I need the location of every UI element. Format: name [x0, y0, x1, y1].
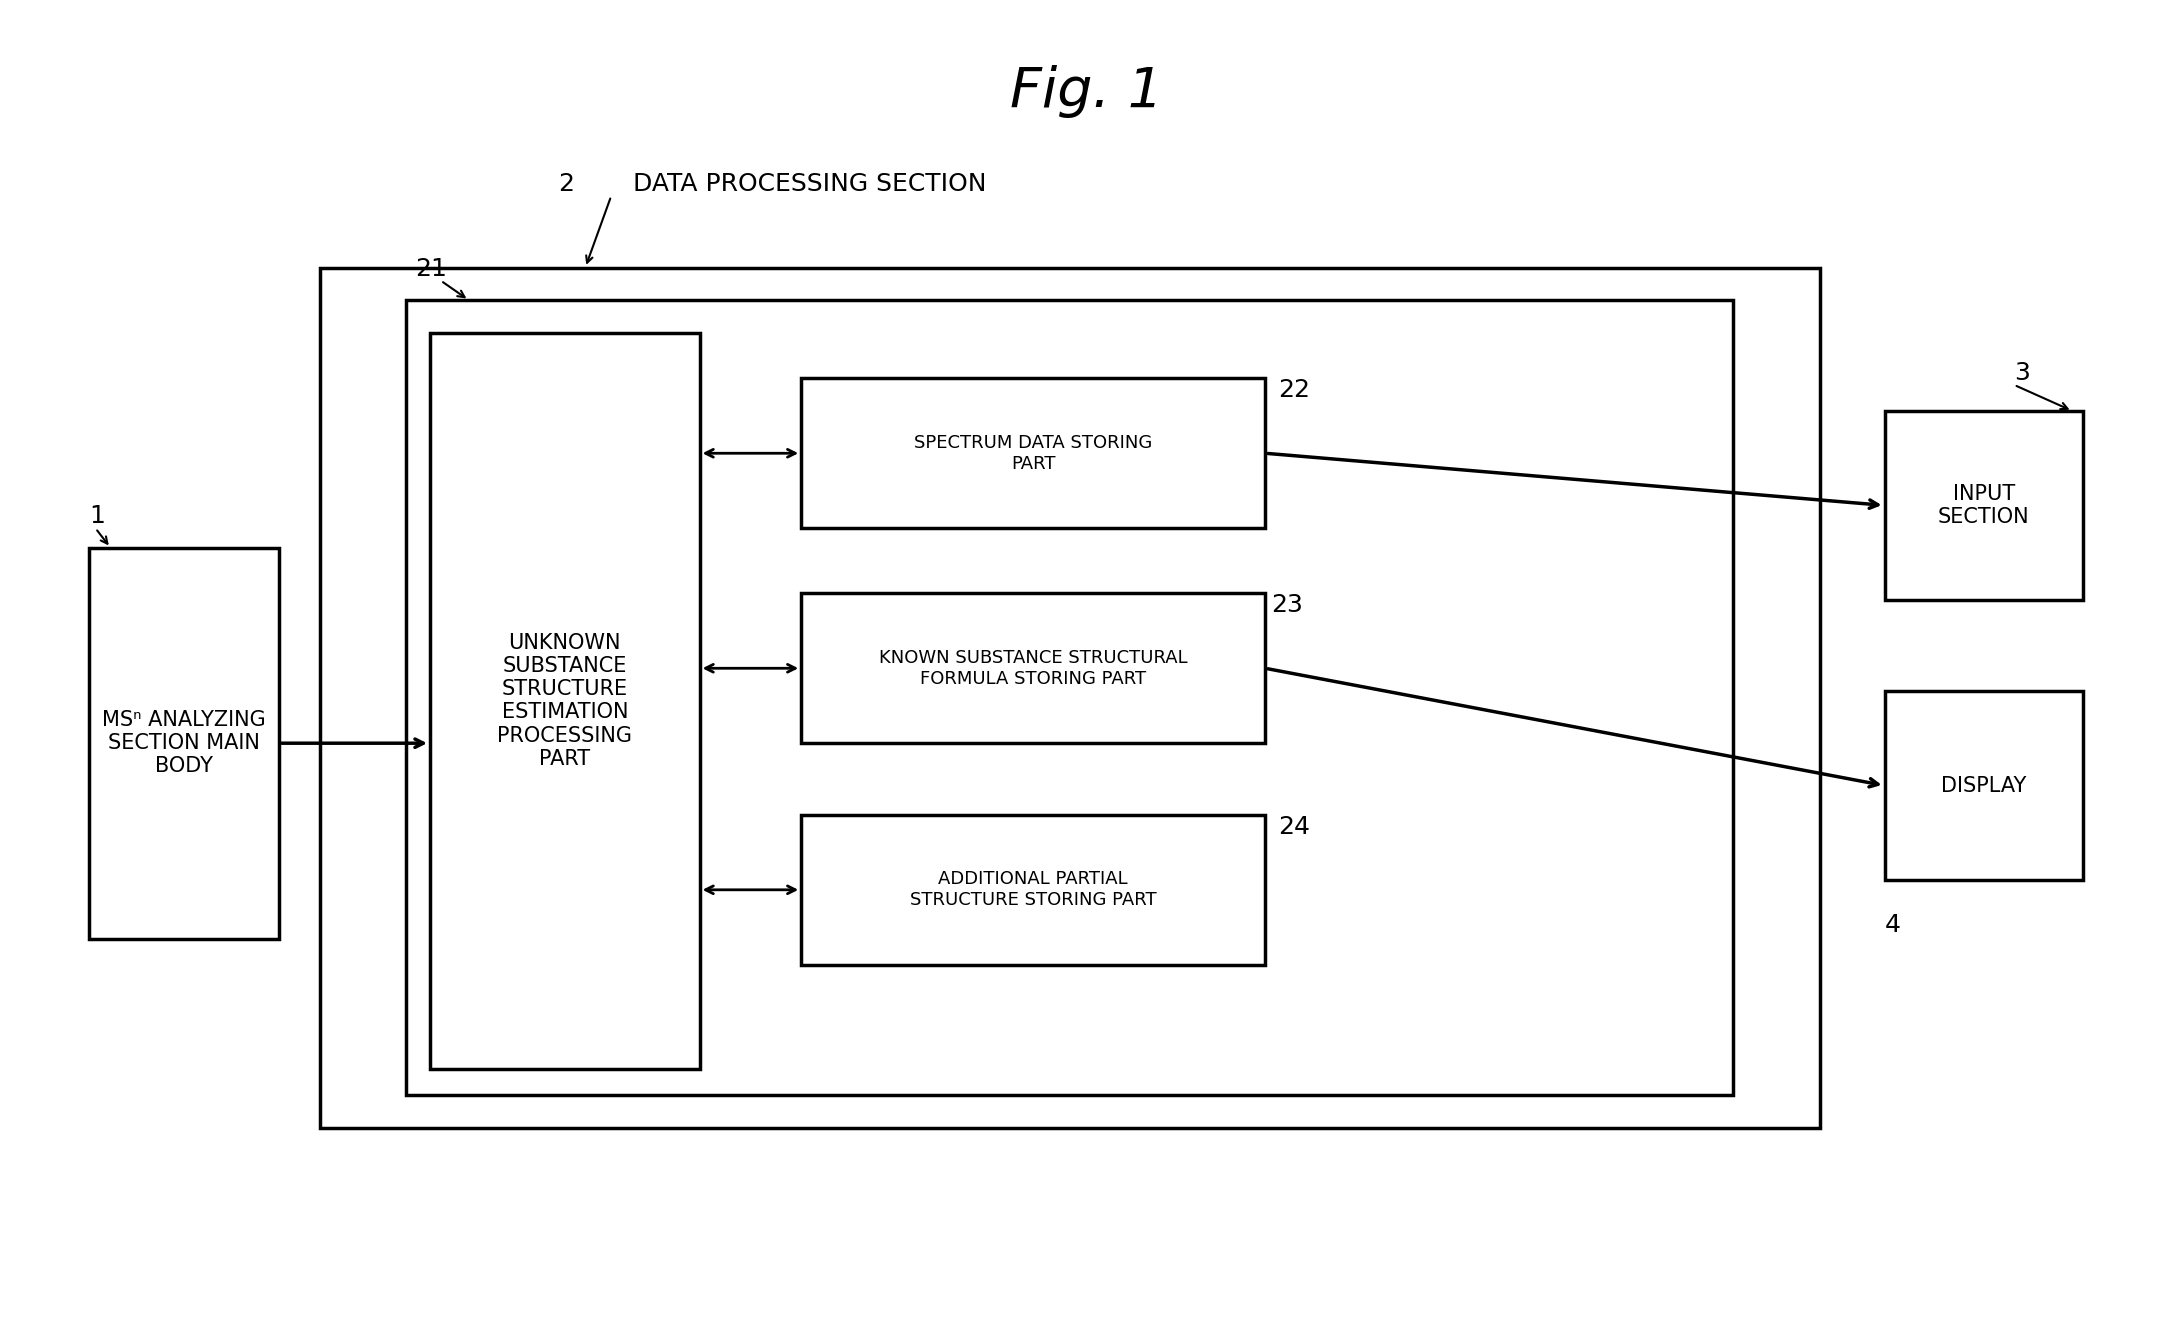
Text: ADDITIONAL PARTIAL
STRUCTURE STORING PART: ADDITIONAL PARTIAL STRUCTURE STORING PAR…	[910, 871, 1156, 909]
Text: SPECTRUM DATA STORING
PART: SPECTRUM DATA STORING PART	[914, 433, 1153, 473]
Bar	[1885, 411, 2083, 599]
Bar	[801, 378, 1264, 528]
Text: Fig. 1: Fig. 1	[1010, 65, 1162, 119]
Text: 1: 1	[89, 504, 104, 528]
Bar	[430, 333, 699, 1069]
Bar	[1885, 691, 2083, 880]
Bar	[406, 300, 1733, 1094]
Text: 24: 24	[1277, 815, 1310, 839]
Bar	[319, 267, 1820, 1127]
Text: MSⁿ ANALYZING
SECTION MAIN
BODY: MSⁿ ANALYZING SECTION MAIN BODY	[102, 710, 265, 777]
Text: 3: 3	[2013, 361, 2031, 385]
Text: 21: 21	[415, 257, 447, 281]
Text: INPUT
SECTION: INPUT SECTION	[1937, 483, 2029, 527]
Text: 23: 23	[1271, 594, 1303, 618]
Bar	[801, 594, 1264, 743]
Text: DISPLAY: DISPLAY	[1942, 776, 2026, 795]
Text: 22: 22	[1277, 378, 1310, 402]
Text: DATA PROCESSING SECTION: DATA PROCESSING SECTION	[632, 173, 986, 196]
Bar	[89, 548, 278, 939]
Text: UNKNOWN
SUBSTANCE
STRUCTURE
ESTIMATION
PROCESSING
PART: UNKNOWN SUBSTANCE STRUCTURE ESTIMATION P…	[497, 633, 632, 769]
Text: 4: 4	[1885, 913, 1900, 936]
Text: KNOWN SUBSTANCE STRUCTURAL
FORMULA STORING PART: KNOWN SUBSTANCE STRUCTURAL FORMULA STORI…	[880, 649, 1188, 687]
Text: 2: 2	[558, 173, 576, 196]
Bar	[801, 815, 1264, 965]
